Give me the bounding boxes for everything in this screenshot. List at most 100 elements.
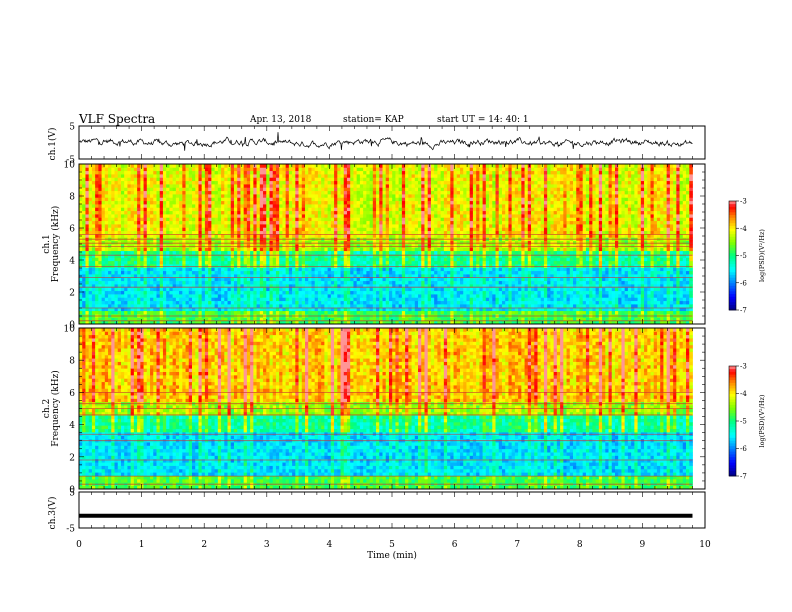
ch1-spectrogram-cell (385, 227, 390, 232)
ch1-spectrogram-cell (392, 164, 396, 168)
ch1-spectrogram-cell (150, 197, 154, 202)
ch1-spectrogram-cell (253, 260, 257, 265)
ch1-spectrogram-cell (204, 217, 209, 222)
ch1-spectrogram-cell (292, 267, 296, 272)
ch1-spectrogram-cell (372, 230, 377, 235)
ch1-spectrogram-cell (159, 167, 164, 172)
ch1-spectrogram-cell (79, 207, 83, 212)
ch1-spectrogram-cell (82, 167, 86, 172)
ch1-spectrogram-cell (198, 200, 203, 205)
ch1-spectrogram-cell (240, 254, 245, 258)
ch1-spectrogram-cell (356, 274, 361, 278)
ch1-spectrogram-cell (166, 170, 170, 175)
ch1-spectrogram-cell (101, 224, 106, 228)
ch1-spectrogram-cell (392, 217, 396, 222)
ch1-spectrogram-cell (350, 167, 354, 172)
ch1-spectrogram-cell (392, 220, 396, 225)
ch1-spectrogram-cell (175, 250, 180, 255)
ch1-spectrogram-cell (350, 304, 354, 308)
ch1-spectrogram-cell (314, 270, 319, 275)
ch1-spectrogram-cell (256, 177, 261, 182)
ch1-spectrogram-cell (243, 177, 248, 182)
ch1-spectrogram-cell (179, 287, 183, 292)
ch1-spectrogram-cell (330, 307, 335, 312)
ch1-spectrogram-cell (288, 257, 293, 262)
ch1-spectrogram-cell (401, 230, 406, 235)
ch1-spectrogram-cell (124, 180, 128, 185)
ch1-spectrogram-cell (137, 207, 141, 212)
ch1-spectrogram-cell (166, 280, 170, 285)
ch1-spectrogram-cell (104, 307, 109, 312)
ch1-spectrogram-cell (356, 304, 361, 308)
ch1-spectrogram-cell (111, 294, 115, 298)
ch1-spectrogram-cell (188, 184, 193, 188)
ch1-spectrogram-cell (230, 310, 235, 315)
ch1-spectrogram-cell (217, 300, 222, 305)
ch1-spectrogram-cell (337, 310, 341, 315)
ch1-spectrogram-cell (340, 247, 345, 252)
ch1-spectrogram-cell (337, 217, 341, 222)
ch1-spectrogram-cell (301, 317, 306, 322)
ch1-spectrogram-cell (204, 184, 209, 188)
ch1-spectrogram-cell (330, 240, 335, 245)
ch1-spectrogram-cell (117, 290, 122, 295)
ch1-spectrogram-cell (376, 180, 380, 185)
ch1-spectrogram-cell (101, 194, 106, 198)
ch1-spectrogram-cell (279, 174, 283, 178)
ch1-spectrogram-cell (117, 190, 122, 195)
ch1-spectrogram-cell (382, 294, 387, 298)
ch1-spectrogram-cell (246, 224, 251, 228)
ch1-spectrogram-cell (175, 277, 180, 282)
ch1-spectrogram-cell (285, 167, 290, 172)
ch1-spectrogram-cell (214, 184, 219, 188)
ch1-spectrogram-cell (114, 317, 119, 322)
ch1-spectrogram-cell (108, 187, 112, 192)
ch1-spectrogram-cell (350, 200, 354, 205)
ch1-spectrogram-cell (305, 294, 309, 298)
ch1-spectrogram-cell (382, 240, 387, 245)
ch1-spectrogram-cell (243, 320, 248, 325)
ch1-spectrogram-cell (269, 204, 274, 208)
ch1-spectrogram-cell (305, 167, 309, 172)
ch1-spectrogram-cell (143, 280, 148, 285)
ch1-spectrogram-cell (401, 164, 406, 168)
ch1-spectrogram-cell (324, 170, 329, 175)
ch1-spectrogram-cell (372, 304, 377, 308)
ch1-spectrogram-cell (88, 214, 93, 218)
ch1-spectrogram-cell (143, 167, 148, 172)
ch1-spectrogram-cell (224, 164, 228, 168)
ch1-spectrogram-cell (317, 187, 322, 192)
ch1-spectrogram-cell (195, 200, 199, 205)
ch1-spectrogram-cell (214, 187, 219, 192)
ch1-spectrogram-cell (143, 297, 148, 302)
ch1-spectrogram-cell (127, 267, 132, 272)
ch1-spectrogram-cell (137, 257, 141, 262)
ch1-spectrogram-cell (240, 270, 245, 275)
ch1-spectrogram-cell (369, 254, 374, 258)
ch1-spectrogram-cell (311, 257, 316, 262)
ch1-spectrogram-cell (88, 304, 93, 308)
ch1-spectrogram-cell (130, 217, 135, 222)
ch1-spectrogram-cell (292, 167, 296, 172)
ch1-spectrogram-cell (208, 284, 212, 288)
ch1-spectrogram-cell (79, 244, 83, 248)
ch1-spectrogram-cell (305, 214, 309, 218)
ch1-spectrogram-cell (330, 320, 335, 325)
ch1-spectrogram-cell (175, 310, 180, 315)
ch1-spectrogram-cell (198, 247, 203, 252)
ch1-spectrogram-cell (133, 274, 138, 278)
ch1-spectrogram-cell (140, 164, 144, 168)
ch1-spectrogram-cell (353, 214, 358, 218)
ch1-spectrogram-cell (175, 170, 180, 175)
ch1-spectrogram-cell (379, 287, 383, 292)
ch1-spectrogram-cell (285, 260, 290, 265)
ch1-spectrogram-cell (405, 280, 409, 285)
ch1-spectrogram-cell (214, 257, 219, 262)
ch1-spectrogram-cell (192, 214, 196, 218)
ch1-spectrogram-cell (137, 204, 141, 208)
ch1-spectrogram-cell (204, 300, 209, 305)
ch1-spectrogram-cell (104, 240, 109, 245)
ch1-spectrogram-cell (217, 184, 222, 188)
ch1-spectrogram-cell (95, 234, 99, 238)
ch1-spectrogram-cell (217, 187, 222, 192)
